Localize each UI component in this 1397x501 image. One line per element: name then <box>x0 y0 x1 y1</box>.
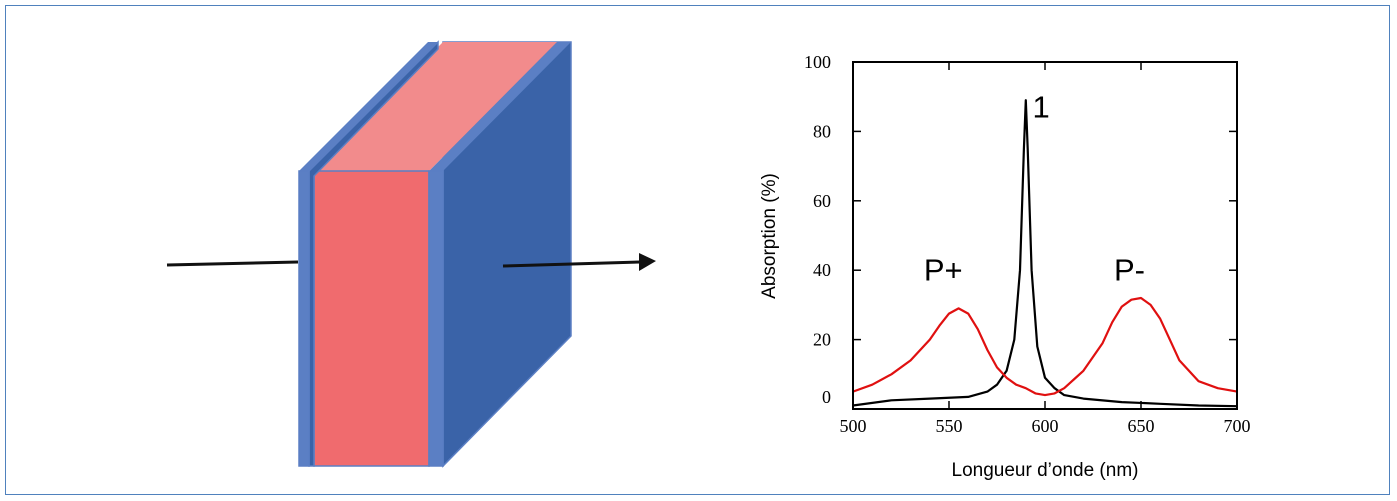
y-tick-label: 20 <box>813 330 831 350</box>
chart-series-group <box>852 99 1238 408</box>
dye-layer-top <box>314 42 557 171</box>
x-tick-label: 550 <box>936 416 963 436</box>
y-tick-label: 40 <box>813 260 831 280</box>
transmitted-light-line <box>502 260 641 268</box>
axis-tick-labels: 500 550 600 650 700 0 20 40 60 80 100 <box>804 52 1251 436</box>
figure-frame <box>5 5 1390 495</box>
series-line-1 <box>852 99 1238 408</box>
x-tick-label: 700 <box>1224 416 1251 436</box>
y-axis-label: Absorption (%) <box>759 173 780 299</box>
peak-annotation-3: P- <box>1114 253 1145 288</box>
y-tick-label: 80 <box>813 121 831 141</box>
x-tick-label: 650 <box>1128 416 1155 436</box>
incident-light-line <box>166 260 299 267</box>
peak-annotations: 1 P+ P- <box>924 90 1145 288</box>
axis-ticks <box>852 61 1238 410</box>
series-line-2 <box>852 296 1238 397</box>
peak-annotation-1: 1 <box>1033 90 1050 125</box>
back-mirror-front <box>428 170 444 467</box>
back-mirror-top <box>429 42 571 171</box>
x-tick-label: 500 <box>840 416 867 436</box>
peak-annotation-2: P+ <box>924 253 963 288</box>
front-mirror-front <box>298 170 310 467</box>
y-tick-label: 100 <box>804 52 831 72</box>
y-tick-label: 0 <box>822 387 831 407</box>
x-axis-label: Longueur d’onde (nm) <box>952 460 1139 481</box>
arrow-head-icon <box>639 253 656 271</box>
x-tick-label: 600 <box>1032 416 1059 436</box>
y-tick-label: 60 <box>813 191 831 211</box>
front-mirror-top <box>299 42 438 171</box>
